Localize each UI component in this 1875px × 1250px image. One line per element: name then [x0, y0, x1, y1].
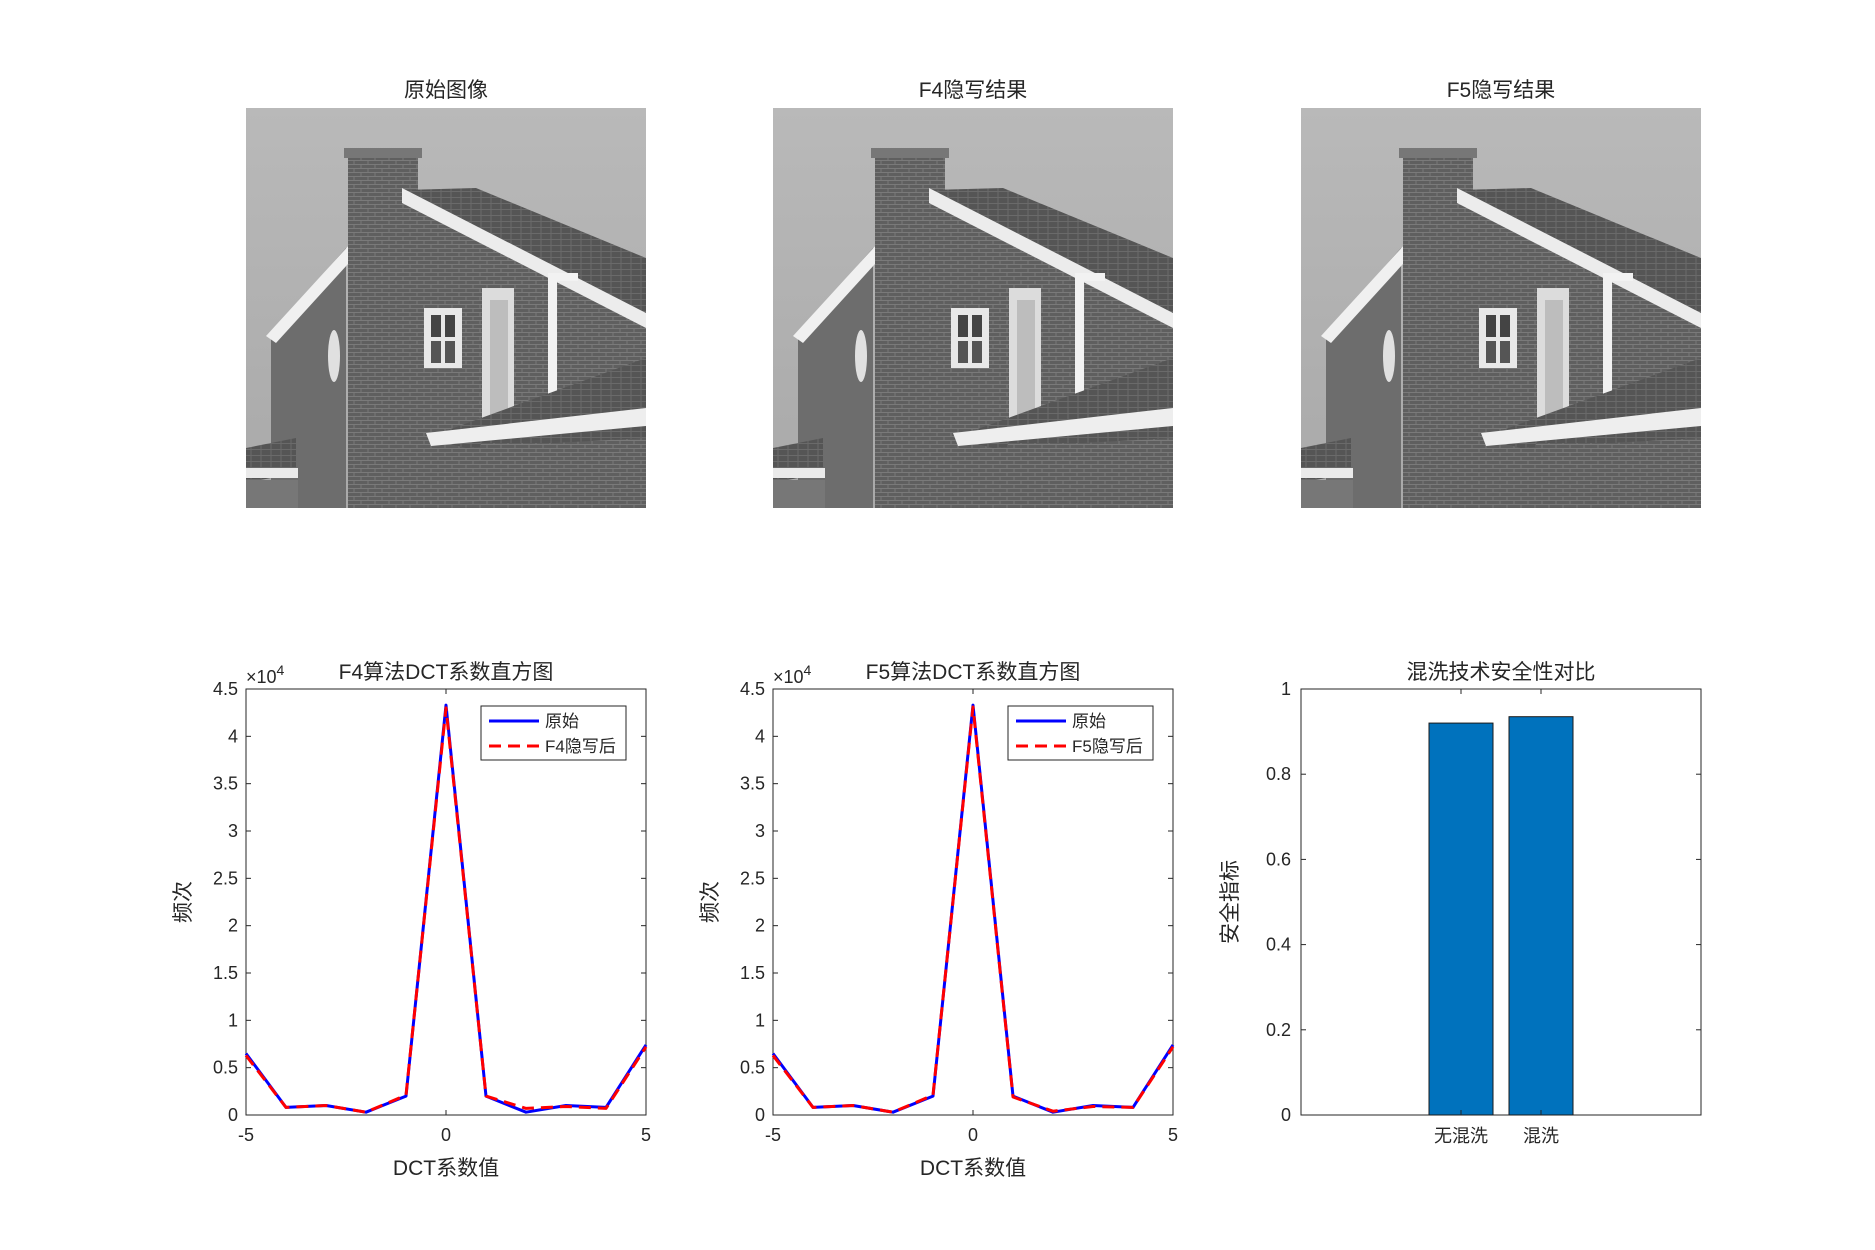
y-tick-label: 2 [228, 916, 238, 936]
x-tick-label: 0 [968, 1125, 978, 1145]
y-tick-label: 0.2 [1266, 1020, 1291, 1040]
house-image [1301, 108, 1701, 508]
x-tick-label: 5 [1168, 1125, 1178, 1145]
x-tick-label: -5 [238, 1125, 254, 1145]
image-title-original: 原始图像 [404, 79, 488, 102]
image-panel-original: 原始图像 [246, 79, 646, 508]
y-tick-label: 1 [228, 1010, 238, 1030]
series-line-1 [244, 706, 648, 1114]
legend-entry-0: 原始 [545, 712, 579, 731]
image-title-f4: F4隐写结果 [919, 79, 1028, 102]
chart-title: 混洗技术安全性对比 [1407, 661, 1596, 684]
y-tick-label: 0 [755, 1105, 765, 1125]
image-panel-f4: F4隐写结果 [773, 79, 1173, 508]
y-tick-label: 1 [755, 1010, 765, 1030]
y-tick-label: 1.5 [213, 963, 238, 983]
x-tick-label: 无混洗 [1434, 1126, 1488, 1146]
y-tick-label: 0.6 [1266, 849, 1291, 869]
legend-box [480, 705, 627, 761]
house-image [246, 108, 646, 508]
y-axis-label: 频次 [172, 881, 195, 923]
y-tick-label: 3 [755, 821, 765, 841]
legend-entry-1: F5隐写后 [1072, 737, 1143, 756]
image-panel-f5: F5隐写结果 [1301, 79, 1701, 508]
x-axis-label: DCT系数值 [920, 1157, 1026, 1180]
y-tick-label: 0.8 [1266, 764, 1291, 784]
y-tick-label: 0.4 [1266, 935, 1291, 955]
y-exponent-label: ×104 [773, 662, 812, 687]
y-tick-label: 2.5 [213, 868, 238, 888]
y-tick-label: 4.5 [740, 679, 765, 699]
y-tick-label: 3.5 [213, 774, 238, 794]
y-tick-label: 4 [755, 726, 765, 746]
chart-title: F5算法DCT系数直方图 [866, 661, 1081, 684]
y-tick-label: 1.5 [740, 963, 765, 983]
x-tick-label: -5 [765, 1125, 781, 1145]
chart-f5-histogram: 00.511.522.533.544.5-5 0 5×104 F5算法DCT系数直方图… [699, 661, 1178, 1180]
y-tick-label: 2 [755, 916, 765, 936]
y-exponent-label: ×104 [246, 662, 285, 687]
legend: 原始 F4隐写后 [480, 705, 627, 761]
legend-box [1007, 705, 1154, 761]
plot-area [1300, 688, 1702, 1116]
y-tick-label: 0.5 [740, 1058, 765, 1078]
y-tick-label: 0 [228, 1105, 238, 1125]
x-axis-label: DCT系数值 [393, 1157, 499, 1180]
y-tick-label: 4 [228, 726, 238, 746]
y-tick-label: 0.5 [213, 1058, 238, 1078]
x-tick-label: 0 [441, 1125, 451, 1145]
y-tick-label: 3 [228, 821, 238, 841]
x-tick-label: 5 [641, 1125, 651, 1145]
y-tick-label: 4.5 [213, 679, 238, 699]
y-exponent-power: 4 [277, 662, 285, 678]
series-line-1 [771, 705, 1175, 1114]
legend-entry-1: F4隐写后 [545, 737, 616, 756]
y-tick-label: 3.5 [740, 774, 765, 794]
legend-entry-0: 原始 [1072, 712, 1106, 731]
legend: 原始 F5隐写后 [1007, 705, 1154, 761]
x-tick-label: 混洗 [1523, 1126, 1559, 1146]
house-image [773, 108, 1173, 508]
chart-title: F4算法DCT系数直方图 [339, 661, 554, 684]
y-tick-label: 2.5 [740, 868, 765, 888]
y-tick-label: 1 [1281, 679, 1291, 699]
bar-1 [1508, 716, 1574, 1116]
y-tick-label: 0 [1281, 1105, 1291, 1125]
y-axis-label: 安全指标 [1219, 860, 1242, 944]
y-exponent-power: 4 [804, 662, 812, 678]
y-axis-label: 频次 [699, 881, 722, 923]
chart-f4-histogram: 00.511.522.533.544.5-5 0 5×104 F4算法DCT系数直方图… [172, 661, 651, 1180]
image-title-f5: F5隐写结果 [1447, 79, 1556, 102]
bar-0 [1428, 722, 1494, 1116]
